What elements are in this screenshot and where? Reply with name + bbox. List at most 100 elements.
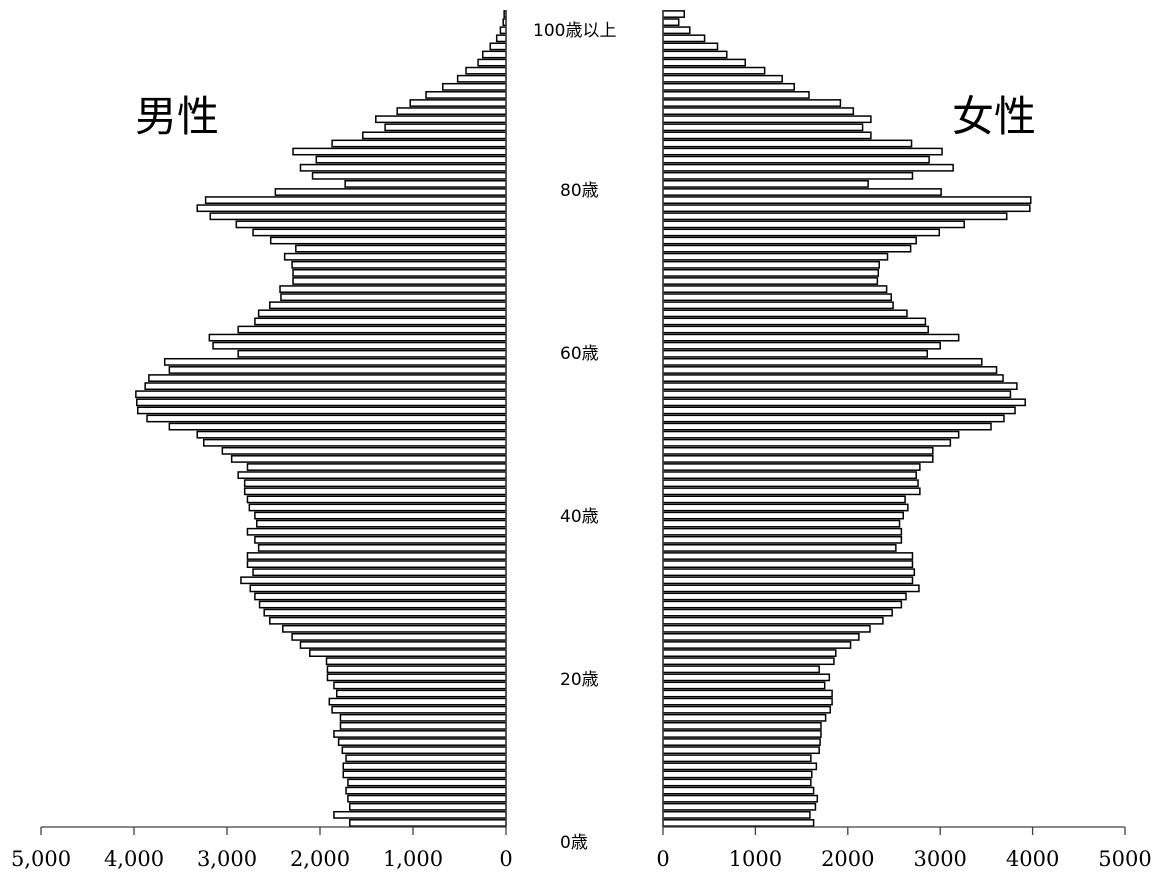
male-bar bbox=[425, 91, 507, 99]
female-bar bbox=[662, 616, 884, 625]
male-bar bbox=[254, 592, 507, 601]
male-bar bbox=[344, 180, 507, 188]
female-bar bbox=[662, 641, 852, 649]
male-x-tick-label: 2,000 bbox=[290, 847, 350, 871]
female-bar bbox=[662, 341, 941, 350]
male-bar bbox=[257, 309, 507, 318]
female-bar bbox=[662, 236, 917, 245]
male-bar bbox=[295, 244, 507, 253]
male-bar bbox=[230, 455, 507, 463]
female-bar bbox=[662, 42, 719, 51]
female-bar bbox=[662, 438, 952, 447]
female-bar bbox=[662, 762, 818, 771]
female-bar bbox=[662, 794, 819, 803]
male-x-tick-label: 4,000 bbox=[104, 847, 164, 871]
female-bar bbox=[662, 738, 821, 746]
female-bar bbox=[662, 689, 833, 698]
female-bar bbox=[662, 163, 954, 172]
female-bar bbox=[662, 495, 906, 504]
male-bar bbox=[325, 657, 507, 666]
female-bar bbox=[662, 802, 817, 811]
female-bar bbox=[662, 357, 983, 366]
male-bar bbox=[342, 770, 507, 779]
male-bar bbox=[252, 568, 507, 577]
female-x-tick-label: 4000 bbox=[1006, 847, 1059, 871]
male-bar bbox=[168, 422, 507, 431]
female-bar bbox=[662, 414, 1005, 423]
female-bar bbox=[662, 147, 943, 156]
age-label: 60歳 bbox=[560, 344, 599, 364]
male-bar bbox=[269, 236, 507, 245]
female-bar bbox=[662, 115, 872, 124]
male-bar bbox=[339, 721, 507, 730]
female-bar bbox=[662, 277, 879, 285]
male-bar bbox=[196, 430, 507, 439]
female-bar bbox=[662, 810, 811, 819]
female-bar bbox=[662, 600, 903, 609]
male-bar bbox=[203, 438, 507, 447]
age-label: 40歳 bbox=[560, 507, 599, 527]
male-bar bbox=[311, 171, 507, 180]
male-bar bbox=[396, 107, 507, 116]
male-bar bbox=[489, 42, 507, 51]
female-bar bbox=[662, 786, 815, 795]
male-bar bbox=[315, 155, 507, 164]
female-bar bbox=[662, 406, 1016, 415]
female-bar bbox=[662, 349, 929, 358]
female-bar bbox=[662, 91, 810, 99]
male-bar bbox=[292, 268, 507, 277]
male-bar bbox=[208, 333, 507, 342]
male-bar bbox=[235, 220, 507, 229]
male-bar bbox=[465, 66, 507, 75]
male-bar bbox=[269, 616, 507, 625]
male-label: 男性 bbox=[135, 92, 219, 141]
male-bar bbox=[254, 317, 507, 326]
male-x-tick-label: 5,000 bbox=[11, 847, 71, 871]
female-bar bbox=[662, 535, 903, 544]
female-bar bbox=[662, 99, 842, 107]
male-bar bbox=[384, 123, 507, 132]
male-bar bbox=[291, 633, 507, 641]
male-bar bbox=[375, 115, 507, 124]
male-bars bbox=[135, 10, 507, 827]
female-bar bbox=[662, 34, 706, 43]
male-bar bbox=[347, 778, 507, 787]
male-bar bbox=[209, 212, 507, 221]
male-bar bbox=[362, 131, 507, 140]
female-bar bbox=[662, 430, 960, 439]
male-bar bbox=[331, 139, 507, 148]
male-bar bbox=[274, 188, 507, 196]
male-bar bbox=[339, 713, 507, 722]
male-bar bbox=[243, 487, 507, 496]
female-bar bbox=[662, 26, 691, 35]
female-bar bbox=[662, 10, 685, 18]
male-bar bbox=[335, 689, 507, 698]
male-bar bbox=[263, 608, 507, 617]
female-bar bbox=[662, 778, 812, 787]
male-x-tick-label: 3,000 bbox=[197, 847, 257, 871]
male-bar bbox=[282, 624, 507, 633]
female-bar bbox=[662, 131, 872, 140]
age-label: 100歳以上 bbox=[533, 21, 616, 41]
male-bar bbox=[280, 293, 507, 302]
male-bar bbox=[243, 479, 507, 488]
male-bar bbox=[333, 730, 507, 738]
female-bar bbox=[662, 649, 837, 657]
male-bar bbox=[168, 366, 507, 374]
female-bar bbox=[662, 285, 888, 293]
male-bar bbox=[144, 382, 507, 391]
male-bar bbox=[246, 560, 507, 569]
male-bar bbox=[299, 641, 507, 649]
male-bar bbox=[291, 260, 507, 269]
male-bar bbox=[148, 374, 507, 382]
male-bar bbox=[328, 697, 507, 706]
male-bar bbox=[456, 74, 507, 83]
female-bar bbox=[662, 592, 907, 601]
male-bar bbox=[246, 495, 507, 504]
female-bar bbox=[662, 212, 1008, 221]
male-bar bbox=[248, 503, 507, 512]
male-bar bbox=[333, 681, 507, 690]
male-bar bbox=[342, 762, 507, 771]
male-bar bbox=[196, 204, 507, 213]
